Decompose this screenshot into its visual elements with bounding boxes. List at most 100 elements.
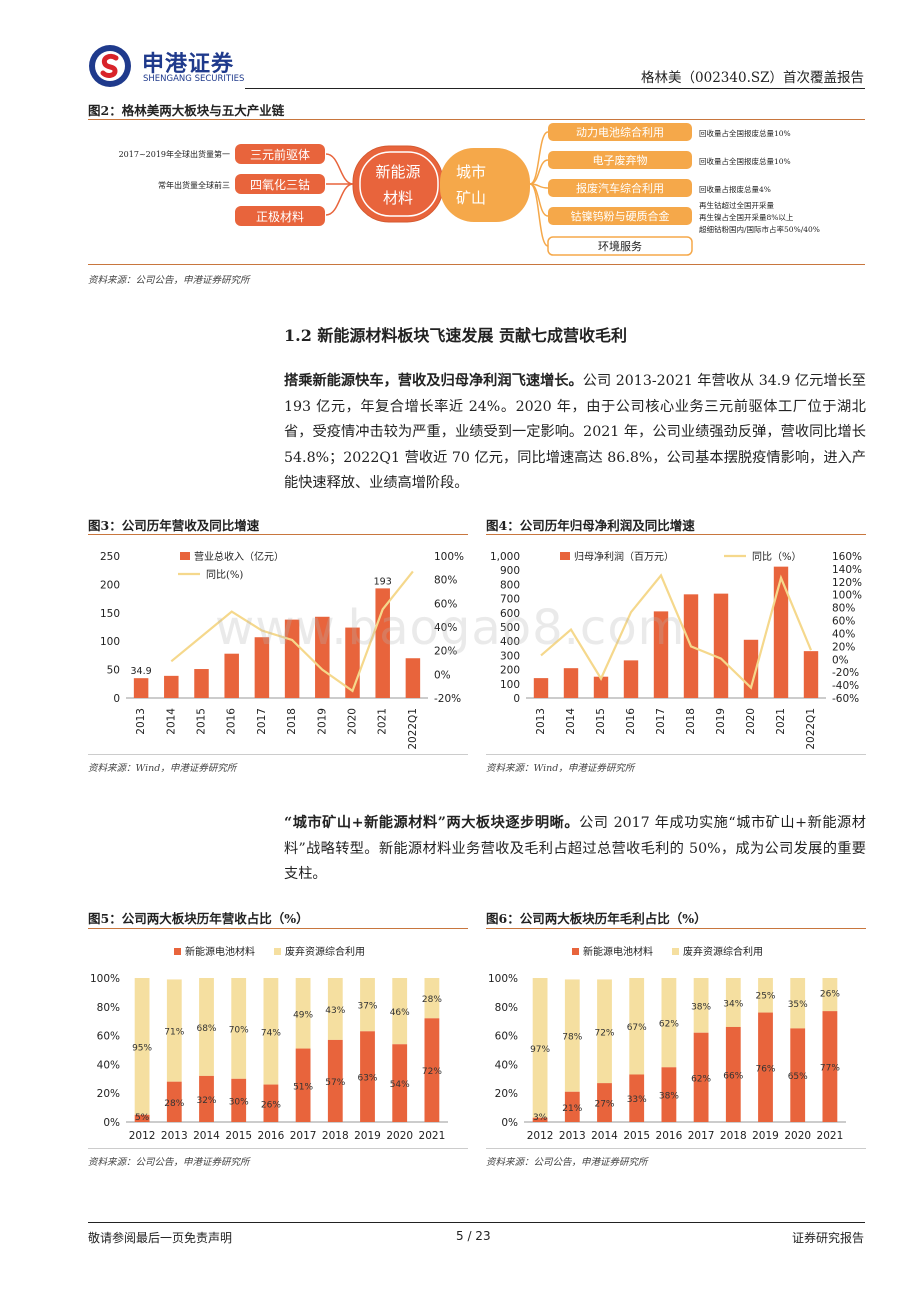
data-label-b: 25%	[755, 992, 775, 1002]
header: 申港证券 SHENGANG SECURITIES 格林美（002340.SZ）首…	[0, 0, 920, 90]
bar-a-2017	[295, 1048, 311, 1122]
fig2-diagram: 新能源 材料 城市 矿山 三元前驱体 四氧化三钴 正极材料 2017~2019年…	[119, 123, 820, 256]
fig4-title: 图4：公司历年归母净利润及同比增速	[486, 518, 695, 533]
fig6-source: 资料来源：公司公告，申港证券研究所	[486, 1157, 648, 1168]
data-label-b: 38%	[691, 1002, 711, 1012]
bar-a-2017	[693, 1032, 709, 1122]
yoy-line	[170, 570, 414, 693]
x-tick-label: 2012	[129, 1130, 156, 1142]
bar-b-2012	[532, 978, 548, 1118]
fig2-center-right-1: 城市	[456, 163, 486, 181]
legend-a-swatch	[572, 948, 579, 955]
data-label-a: 3%	[533, 1113, 548, 1123]
data-label-a: 5%	[135, 1113, 150, 1123]
legend-b-label: 废弃资源综合利用	[285, 945, 365, 958]
x-tick-label: 2012	[527, 1130, 554, 1142]
bar-2016	[623, 660, 639, 698]
fig6-bottom-rule	[486, 1148, 866, 1149]
data-label-b: 37%	[357, 1002, 377, 1012]
fig4-title-rule	[486, 534, 866, 535]
y-tick-label: 400	[500, 636, 520, 648]
bar-2021	[375, 588, 390, 698]
data-label-a: 77%	[820, 1064, 840, 1074]
bar-2015	[593, 676, 609, 698]
bar-2022Q1	[405, 658, 421, 698]
fig2-center-right-box	[440, 148, 530, 222]
data-label-b: 97%	[530, 1045, 550, 1055]
fig2-left-item-2: 四氧化三钴	[250, 177, 310, 192]
y-tick-label: 100%	[488, 973, 518, 985]
brand-logo-icon	[89, 45, 131, 87]
bar-b-2015	[231, 978, 247, 1079]
legend-bar-swatch	[180, 552, 190, 560]
footer-report-type: 证券研究报告	[791, 1231, 864, 1245]
y2-tick-label: 0%	[832, 654, 849, 666]
fig5-title-rule	[88, 928, 468, 929]
bar-b-2014	[597, 979, 612, 1084]
y-tick-label: 100	[100, 636, 120, 648]
x-tick-label: 2019	[316, 708, 328, 735]
x-tick-label: 2018	[286, 708, 298, 735]
bar-2016	[224, 653, 239, 698]
bar-2014	[563, 668, 579, 698]
bar-2014	[164, 675, 179, 698]
bar-2021	[773, 566, 789, 698]
bar-a-2020	[392, 1044, 408, 1122]
y-tick-label: 0%	[501, 1117, 518, 1129]
bar-b-2018	[327, 978, 343, 1040]
bar-b-2018	[725, 978, 741, 1027]
data-label-b: 43%	[325, 1006, 345, 1016]
x-tick-label: 2016	[656, 1130, 683, 1142]
y2-tick-label: 80%	[434, 575, 457, 587]
fig2-right-note-6: 超细钴粉国内/国际市占率50%/40%	[699, 224, 820, 234]
fig3-source: 资料来源：Wind，申港证券研究所	[88, 763, 237, 774]
legend-line-label: 同比（%）	[752, 551, 802, 563]
bar-b-2012	[134, 978, 150, 1115]
bar-b-2020	[392, 978, 408, 1045]
y2-tick-label: 100%	[832, 590, 862, 602]
bar-a-2012	[134, 1114, 150, 1122]
x-tick-label: 2021	[419, 1130, 446, 1142]
x-tick-label: 2019	[752, 1130, 779, 1142]
x-tick-label: 2014	[565, 708, 577, 735]
bar-a-2016	[661, 1067, 677, 1122]
bar-a-2018	[725, 1026, 741, 1122]
x-tick-label: 2013	[161, 1130, 188, 1142]
bar-b-2021	[822, 978, 838, 1012]
data-label-b: 68%	[196, 1024, 216, 1034]
y2-tick-label: -20%	[434, 693, 461, 705]
fig2-right-item-5: 环境服务	[598, 239, 642, 253]
fig3-title: 图3：公司历年营收及同比增速	[88, 518, 260, 533]
fig5-title: 图5：公司两大板块历年营收占比（%）	[88, 911, 309, 926]
x-tick-label: 2020	[386, 1130, 413, 1142]
bar-b-2016	[661, 978, 677, 1068]
data-label-b: 71%	[164, 1028, 184, 1038]
bar-2015	[194, 669, 209, 698]
x-tick-label: 2017	[290, 1130, 317, 1142]
y-tick-label: 150	[100, 608, 120, 620]
data-label-b: 95%	[132, 1043, 152, 1053]
y-tick-label: 700	[500, 594, 520, 606]
bar-a-2012	[532, 1117, 548, 1122]
x-tick-label: 2018	[685, 708, 697, 735]
x-tick-label: 2021	[377, 708, 389, 735]
fig2-left-item-1: 三元前驱体	[250, 147, 310, 162]
bar-2017	[653, 611, 669, 698]
y-tick-label: 900	[500, 565, 520, 577]
x-tick-label: 2022Q1	[407, 708, 419, 750]
bar-a-2019	[758, 1012, 773, 1122]
legend-bar-swatch	[560, 552, 570, 560]
y2-tick-label: -60%	[832, 693, 859, 705]
fig6-chart: 100% 80% 60% 40% 20% 0% 3% 97% 2012 21% 78% 2013 27%…	[488, 945, 846, 1142]
fig5-chart: 100% 80% 60% 40% 20% 0% 5% 95% 2012 28% 71% 2013 32%…	[90, 945, 448, 1142]
data-label: 34.9	[131, 666, 152, 677]
brand-name-en: SHENGANG SECURITIES	[143, 74, 245, 84]
fig4-chart: 1,000 900 800 700 600 500 400 300 200 100 0 160%140…	[490, 550, 862, 750]
report-title: 格林美（002340.SZ）首次覆盖报告	[641, 70, 864, 86]
data-label-b: 49%	[293, 1010, 313, 1020]
x-tick-label: 2019	[354, 1130, 381, 1142]
x-tick-label: 2013	[535, 708, 547, 735]
fig2-right-note-5: 再生镍占全国开采量8%以上	[699, 212, 794, 222]
bar-a-2013	[166, 1081, 182, 1122]
data-label-b: 67%	[627, 1023, 647, 1033]
